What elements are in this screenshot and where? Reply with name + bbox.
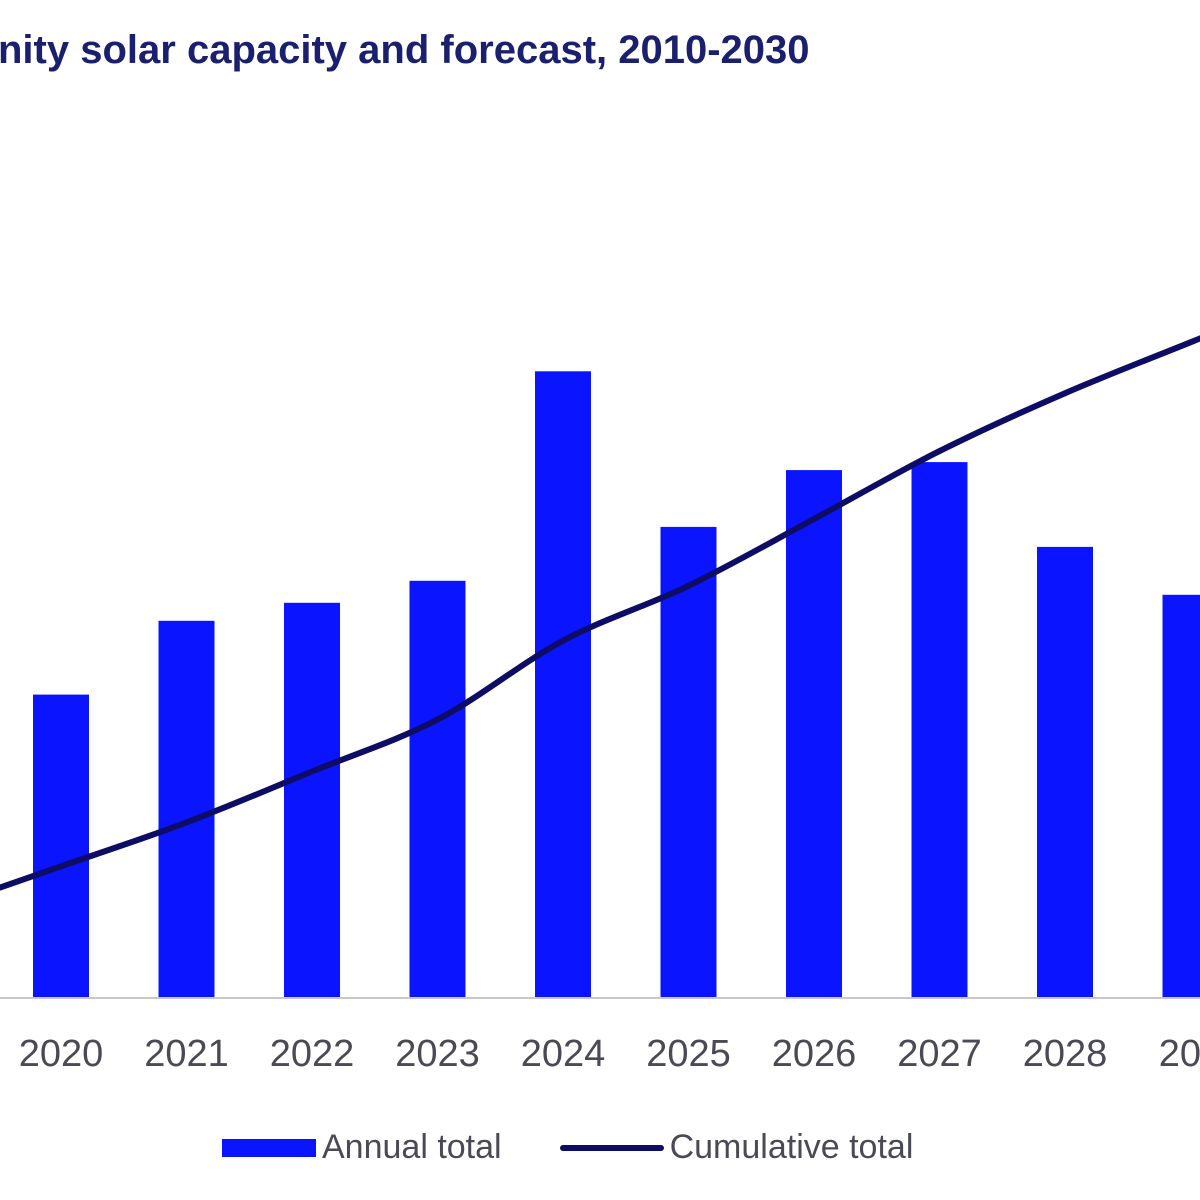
x-tick-label-2028: 2028: [1023, 1033, 1108, 1075]
legend-swatch-cumulative: [559, 1144, 664, 1151]
legend-label-cumulative: Cumulative total: [669, 1128, 914, 1166]
x-tick-label-2022: 2022: [270, 1033, 355, 1075]
bar-annual-2024: [535, 371, 591, 998]
point-cumulative-2027: [936, 448, 943, 455]
point-cumulative-2024: [560, 637, 566, 644]
x-tick-label-2020: 2020: [19, 1033, 104, 1075]
bar-annual-2028: [1037, 546, 1093, 998]
x-tick-label-202: 202: [1159, 1033, 1200, 1075]
point-cumulative-2022: [309, 768, 315, 775]
chart-title: nity solar capacity and forecast, 2010-2…: [0, 28, 810, 72]
bar-annual-202: [1162, 594, 1200, 998]
x-tick-label-2026: 2026: [772, 1033, 857, 1075]
legend-label-annual: Annual total: [322, 1128, 502, 1166]
bar-annual-2020: [33, 694, 89, 998]
chart-plot: 2020 2021 2022 2023 2024 2025 2026 2027 2028 202: [0, 335, 1200, 1075]
line-cumulative-total: [0, 335, 1200, 891]
x-tick-label-2021: 2021: [144, 1033, 229, 1075]
bar-annual-2023: [409, 580, 466, 998]
legend-item-cumulative: Cumulative total: [559, 1128, 914, 1167]
point-cumulative-2020: [58, 863, 64, 870]
x-tick-label-2027: 2027: [897, 1033, 982, 1075]
legend-item-annual: Annual total: [222, 1128, 502, 1167]
point-cumulative-2028: [1062, 390, 1068, 397]
point-cumulative-2026: [811, 516, 817, 522]
point-cumulative-2025: [685, 582, 692, 589]
legend-swatch-annual: [222, 1138, 316, 1157]
bar-annual-2026: [786, 470, 842, 999]
chart-legend: Annual total Cumulative total: [222, 1128, 971, 1167]
x-tick-label-2024: 2024: [521, 1033, 606, 1075]
bar-annual-2027: [911, 462, 968, 999]
bar-annual-2025: [660, 526, 717, 998]
point-cumulative-2021: [183, 819, 190, 826]
x-tick-label-2025: 2025: [646, 1033, 731, 1075]
point-cumulative-202: [1187, 339, 1194, 346]
bar-annual-2022: [284, 602, 340, 998]
x-tick-label-2023: 2023: [395, 1033, 480, 1075]
point-cumulative-2023: [434, 716, 441, 723]
bar-annual-2021: [158, 620, 215, 998]
